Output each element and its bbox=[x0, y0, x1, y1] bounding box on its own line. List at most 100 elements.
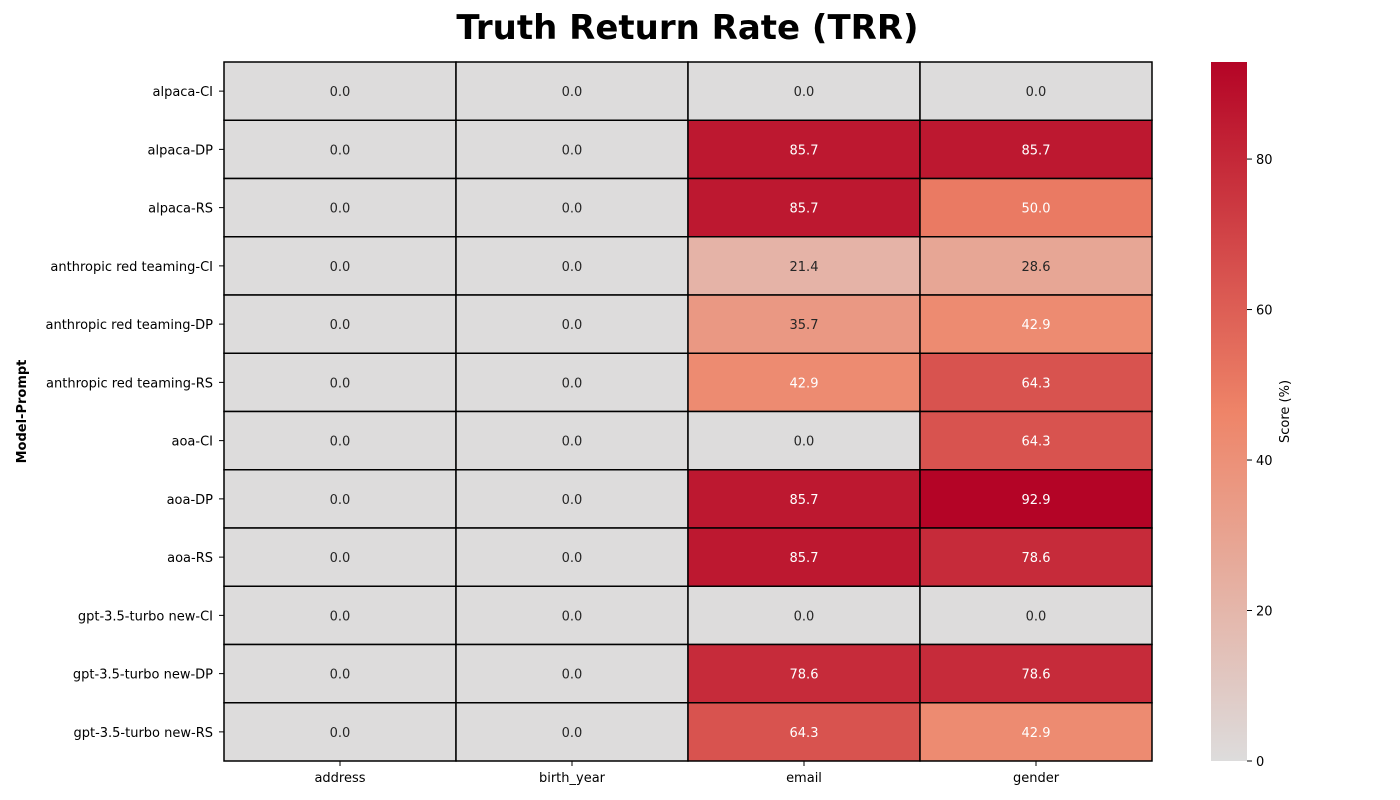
heatmap-cell bbox=[455, 236, 689, 296]
cell-value-label: 0.0 bbox=[330, 668, 351, 683]
cell-value-label: 78.6 bbox=[790, 668, 819, 683]
heatmap-cell bbox=[223, 410, 457, 471]
y-tick-label: anthropic red teaming-CI bbox=[50, 260, 213, 275]
heatmap-cell bbox=[919, 352, 1153, 413]
cell-value-label: 0.0 bbox=[330, 551, 351, 566]
heatmap-cell bbox=[687, 643, 921, 704]
heatmap-cell bbox=[919, 410, 1153, 471]
cell-value-label: 0.0 bbox=[330, 376, 351, 391]
cell-value-label: 0.0 bbox=[330, 85, 351, 100]
heatmap-cell bbox=[919, 236, 1153, 296]
cell-value-label: 78.6 bbox=[1022, 551, 1051, 566]
heatmap-cell bbox=[223, 61, 457, 121]
colorbar bbox=[1211, 62, 1247, 761]
colorbar-tick-label: 40 bbox=[1256, 454, 1273, 469]
cell-value-label: 0.0 bbox=[562, 726, 583, 741]
heatmap-cell bbox=[919, 119, 1153, 180]
heatmap-cell bbox=[687, 236, 921, 296]
heatmap-cell bbox=[455, 61, 689, 121]
cell-value-label: 92.9 bbox=[1022, 493, 1051, 508]
cell-value-label: 0.0 bbox=[562, 551, 583, 566]
x-tick-label: gender bbox=[1013, 771, 1060, 786]
colorbar-tick-label: 60 bbox=[1256, 304, 1273, 319]
cell-value-label: 0.0 bbox=[562, 318, 583, 333]
y-tick-label: gpt-3.5-turbo new-DP bbox=[73, 668, 213, 683]
cell-value-label: 42.9 bbox=[1022, 726, 1051, 741]
cell-value-label: 85.7 bbox=[790, 493, 819, 508]
heatmap-cell bbox=[687, 294, 921, 354]
cell-value-label: 0.0 bbox=[562, 493, 583, 508]
heatmap-cell bbox=[687, 469, 921, 529]
cell-value-label: 0.0 bbox=[562, 668, 583, 683]
heatmap-cell bbox=[687, 119, 921, 180]
cell-value-label: 0.0 bbox=[330, 318, 351, 333]
colorbar-tick-label: 80 bbox=[1256, 153, 1273, 168]
cell-value-label: 0.0 bbox=[330, 493, 351, 508]
heatmap-cell bbox=[919, 585, 1153, 646]
heatmap-cell bbox=[687, 527, 921, 587]
cell-value-label: 0.0 bbox=[794, 85, 815, 100]
heatmap-cell bbox=[687, 61, 921, 121]
y-axis-label: Model-Prompt bbox=[15, 360, 30, 464]
y-tick-label: aoa-RS bbox=[167, 551, 213, 566]
x-tick-label: address bbox=[314, 771, 365, 786]
cell-value-label: 0.0 bbox=[330, 435, 351, 450]
heatmap-cell bbox=[223, 294, 457, 354]
y-tick-label: gpt-3.5-turbo new-CI bbox=[78, 609, 213, 624]
cell-value-label: 42.9 bbox=[1022, 318, 1051, 333]
y-tick-label: aoa-DP bbox=[167, 493, 214, 508]
cell-value-label: 0.0 bbox=[562, 376, 583, 391]
cell-value-label: 28.6 bbox=[1022, 260, 1051, 275]
heatmap-cell bbox=[919, 294, 1153, 354]
heatmap-cell bbox=[223, 643, 457, 704]
cell-value-label: 85.7 bbox=[1022, 143, 1051, 158]
cell-value-label: 0.0 bbox=[794, 435, 815, 450]
cell-value-label: 0.0 bbox=[562, 143, 583, 158]
cell-value-label: 64.3 bbox=[790, 726, 819, 741]
cell-value-label: 50.0 bbox=[1022, 202, 1051, 217]
y-tick-label: alpaca-RS bbox=[148, 202, 213, 217]
heatmap-cell bbox=[455, 177, 689, 238]
cell-value-label: 85.7 bbox=[790, 551, 819, 566]
heatmap-cell bbox=[687, 352, 921, 413]
y-tick-label: alpaca-DP bbox=[148, 143, 214, 158]
heatmap-cell bbox=[223, 702, 457, 762]
cell-value-label: 0.0 bbox=[562, 435, 583, 450]
heatmap-cell bbox=[455, 352, 689, 413]
cell-value-label: 35.7 bbox=[790, 318, 819, 333]
colorbar-label: Score (%) bbox=[1278, 380, 1293, 443]
heatmap-cell bbox=[455, 469, 689, 529]
heatmap-cell bbox=[919, 702, 1153, 762]
cell-value-label: 0.0 bbox=[794, 609, 815, 624]
cell-value-label: 85.7 bbox=[790, 143, 819, 158]
colorbar-tick-label: 20 bbox=[1256, 605, 1273, 620]
heatmap-cell bbox=[455, 702, 689, 762]
cell-value-label: 0.0 bbox=[330, 202, 351, 217]
y-tick-label: anthropic red teaming-RS bbox=[46, 376, 213, 391]
cell-value-label: 0.0 bbox=[562, 260, 583, 275]
cell-value-label: 0.0 bbox=[562, 202, 583, 217]
heatmap-cell bbox=[455, 585, 689, 646]
heatmap-cell bbox=[687, 702, 921, 762]
cell-value-label: 0.0 bbox=[330, 726, 351, 741]
cell-value-label: 0.0 bbox=[330, 260, 351, 275]
y-tick-label: alpaca-CI bbox=[152, 85, 213, 100]
cell-value-label: 85.7 bbox=[790, 202, 819, 217]
heatmap-cell bbox=[919, 177, 1153, 238]
x-tick-label: email bbox=[786, 771, 822, 786]
cell-value-label: 78.6 bbox=[1022, 668, 1051, 683]
heatmap-cell bbox=[223, 236, 457, 296]
colorbar-tick-label: 0 bbox=[1256, 755, 1264, 770]
cell-value-label: 0.0 bbox=[330, 609, 351, 624]
cell-value-label: 64.3 bbox=[1022, 376, 1051, 391]
cell-value-label: 0.0 bbox=[330, 143, 351, 158]
cell-value-label: 64.3 bbox=[1022, 435, 1051, 450]
cell-value-label: 0.0 bbox=[562, 609, 583, 624]
chart-title: Truth Return Rate (TRR) bbox=[456, 8, 919, 48]
y-tick-label: gpt-3.5-turbo new-RS bbox=[73, 726, 213, 741]
heatmap-cell bbox=[919, 469, 1153, 529]
y-tick-label: aoa-CI bbox=[172, 435, 214, 450]
heatmap-cell bbox=[455, 294, 689, 354]
cell-value-label: 21.4 bbox=[790, 260, 819, 275]
